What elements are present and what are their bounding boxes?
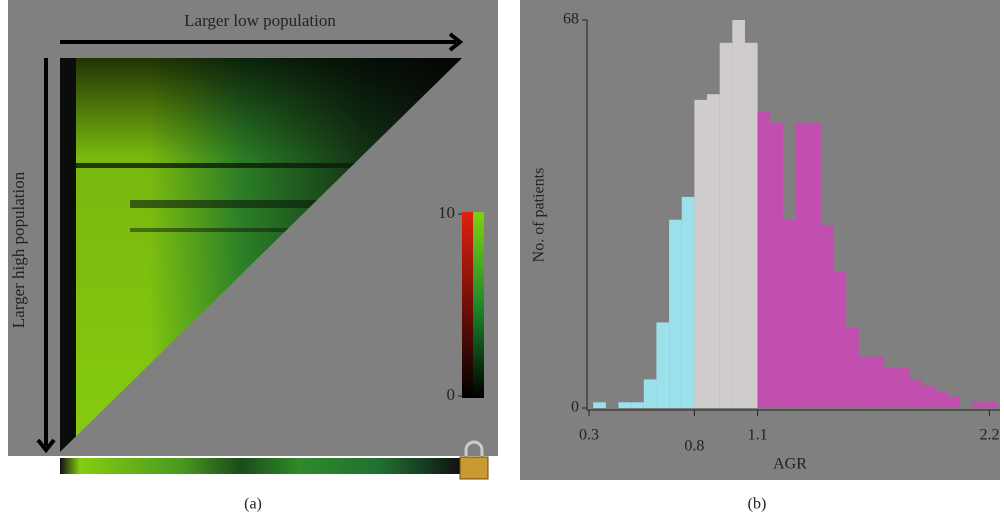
lock-icon xyxy=(459,440,489,480)
bar xyxy=(782,219,796,408)
bar xyxy=(972,402,986,408)
y-tick-label: 68 xyxy=(563,11,579,28)
bar xyxy=(934,390,948,408)
heatmap-y-label: Larger high population xyxy=(9,171,28,328)
colorbar-red xyxy=(462,212,473,398)
bar xyxy=(719,42,733,409)
bar xyxy=(858,356,872,408)
bar xyxy=(884,368,897,408)
bar xyxy=(656,322,670,408)
bar xyxy=(707,94,720,409)
bar xyxy=(681,196,695,408)
bar xyxy=(909,379,923,408)
y-axis-label: No. of patients xyxy=(531,168,548,263)
bottom-bar xyxy=(60,458,460,474)
bar xyxy=(833,271,847,408)
bar xyxy=(744,42,758,409)
bar xyxy=(770,122,783,409)
bar xyxy=(896,368,910,408)
bar xyxy=(631,402,644,408)
bar xyxy=(618,402,632,408)
y-tick-label: 0 xyxy=(571,399,579,416)
colorbar-green xyxy=(473,212,484,398)
x-tick-label: 0.3 xyxy=(579,427,599,444)
bar xyxy=(643,379,657,408)
bar xyxy=(871,356,885,408)
bar xyxy=(593,402,606,408)
x-tick-label: 1.1 xyxy=(748,427,768,444)
bar xyxy=(694,99,708,408)
bar xyxy=(947,396,960,408)
colorbar-tick-label: 10 xyxy=(438,203,455,222)
y-arrowhead xyxy=(36,438,56,454)
bar xyxy=(732,20,745,408)
x-tick-label: 0.8 xyxy=(684,438,704,455)
caption-b: (b) xyxy=(748,496,767,513)
x-tick-label: 2.2 xyxy=(979,427,999,444)
x-axis-label: AGR xyxy=(773,456,807,473)
x-arrowhead xyxy=(448,32,464,52)
bar xyxy=(985,402,998,408)
bar xyxy=(922,385,935,408)
heatmap-x-label: Larger low population xyxy=(184,11,336,30)
bar xyxy=(820,225,834,408)
bar xyxy=(795,122,809,409)
bar xyxy=(846,328,859,408)
bar xyxy=(757,111,771,408)
colorbar-tick-label: 0 xyxy=(447,385,456,404)
bar xyxy=(669,219,682,408)
bar xyxy=(808,122,821,409)
caption-a: (a) xyxy=(244,496,262,513)
